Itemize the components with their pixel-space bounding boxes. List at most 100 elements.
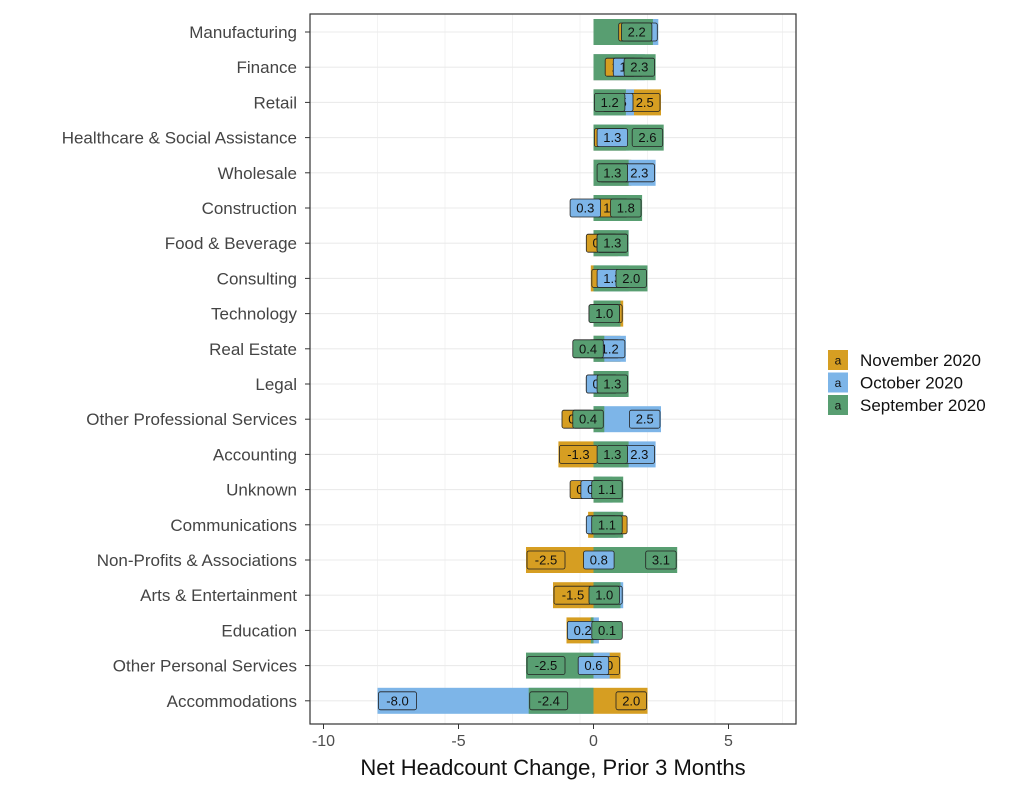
category-label: Communications: [170, 516, 297, 535]
data-label: 1.3: [603, 236, 621, 251]
category-label: Education: [221, 621, 297, 640]
x-tick-label: -5: [451, 733, 465, 750]
data-label-box: [596, 233, 628, 253]
category-label: Accommodations: [167, 692, 297, 711]
legend-key-glyph: a: [835, 376, 842, 390]
category-label: Finance: [237, 58, 297, 77]
category-label: Technology: [211, 305, 298, 324]
category-label: Other Professional Services: [86, 410, 297, 429]
y-axis: Manufacturing Finance Retail Healthcare & S…: [62, 23, 310, 711]
data-label: 1.0: [595, 588, 613, 603]
data-label: 1.3: [603, 130, 621, 145]
data-labels: 2.11.62.51.21.41.30.9-0.11.11.00.90.0-1.…: [378, 22, 677, 711]
category-label: Legal: [255, 375, 297, 394]
legend-key: [828, 372, 848, 393]
category-label: Construction: [202, 199, 297, 218]
data-label: 2.0: [622, 693, 640, 708]
data-label-box: [588, 585, 620, 605]
data-label: 0.3: [576, 201, 594, 216]
data-label: 1.1: [598, 517, 616, 532]
legend-key: [828, 395, 848, 415]
data-label: 0.1: [598, 623, 616, 638]
data-label-box: [577, 656, 610, 675]
data-label: 2.2: [628, 25, 646, 40]
data-label: 0.6: [584, 658, 602, 673]
data-label-box: [596, 374, 628, 394]
data-label: -8.0: [386, 693, 408, 708]
data-label-box: [621, 22, 653, 42]
x-tick-label: 0: [589, 733, 598, 750]
legend-key: [828, 350, 848, 370]
data-label: 2.3: [630, 447, 648, 462]
data-label: 0.4: [579, 341, 597, 356]
data-label-box: [645, 550, 677, 570]
legend-label: September 2020: [860, 396, 986, 415]
data-label: 2.6: [638, 130, 656, 145]
data-label: 1.0: [595, 306, 613, 321]
category-label: Arts & Entertainment: [140, 586, 297, 605]
data-label-box: [615, 691, 647, 711]
data-label-box: [526, 550, 566, 570]
legend-label: November 2020: [860, 351, 981, 370]
legend-label: October 2020: [860, 374, 963, 393]
x-tick-label: 5: [724, 733, 733, 750]
data-label-box: [529, 691, 569, 711]
data-label: 1.3: [603, 447, 621, 462]
data-label: -1.5: [562, 588, 584, 603]
data-label: 0.2: [574, 623, 592, 638]
category-label: Non-Profits & Associations: [97, 551, 297, 570]
data-label: 2.0: [622, 271, 640, 286]
data-label-box: [572, 339, 604, 359]
data-label: 1.3: [603, 165, 621, 180]
data-label-box: [583, 550, 615, 570]
category-label: Wholesale: [218, 164, 297, 183]
x-axis-title: Net Headcount Change, Prior 3 Months: [360, 755, 745, 780]
data-label: -1.3: [567, 447, 589, 462]
data-label-box: [596, 444, 628, 464]
data-label: 0.8: [590, 553, 608, 568]
data-label: 1.2: [601, 341, 619, 356]
panel-border: [309, 13, 797, 725]
data-label: 2.3: [630, 60, 648, 75]
data-label-box: [572, 409, 604, 429]
data-label-box: [596, 128, 628, 148]
data-label-box: [596, 163, 628, 183]
data-label-box: [623, 57, 655, 77]
category-label: Food & Beverage: [165, 234, 297, 253]
category-label: Healthcare & Social Assistance: [62, 129, 297, 148]
data-label-box: [591, 515, 623, 535]
legend-key-glyph: a: [835, 399, 842, 413]
category-label: Consulting: [217, 269, 297, 288]
data-label: 2.5: [636, 412, 654, 427]
data-label: 0.4: [579, 412, 597, 427]
data-label-box: [629, 409, 661, 429]
data-label: 1.1: [598, 482, 616, 497]
data-label: 2.3: [630, 165, 648, 180]
data-label-box: [610, 198, 642, 218]
category-label: Manufacturing: [189, 23, 297, 42]
category-label: Retail: [254, 93, 297, 112]
data-label-box: [591, 480, 623, 500]
data-label-box: [526, 656, 566, 675]
data-label-box: [378, 691, 417, 711]
category-label: Other Personal Services: [113, 657, 297, 676]
data-label: 1.3: [603, 377, 621, 392]
data-label: 3.1: [652, 553, 670, 568]
data-label: -2.5: [535, 553, 557, 568]
category-label: Accounting: [213, 445, 297, 464]
x-axis: -10 -5 0 5: [312, 724, 733, 750]
data-label-box: [569, 198, 601, 218]
data-label-box: [615, 268, 647, 288]
data-label: 1.8: [617, 201, 635, 216]
data-label: 2.5: [636, 95, 654, 110]
legend: a November 2020 a October 2020 a September 20…: [828, 350, 986, 415]
x-tick-label: -10: [312, 733, 335, 750]
data-label: -2.5: [535, 658, 557, 673]
category-label: Unknown: [226, 481, 297, 500]
category-label: Real Estate: [209, 340, 297, 359]
data-label-box: [631, 128, 664, 148]
legend-key-glyph: a: [835, 354, 842, 368]
data-label-box: [591, 621, 623, 640]
panel-background: [310, 14, 796, 724]
